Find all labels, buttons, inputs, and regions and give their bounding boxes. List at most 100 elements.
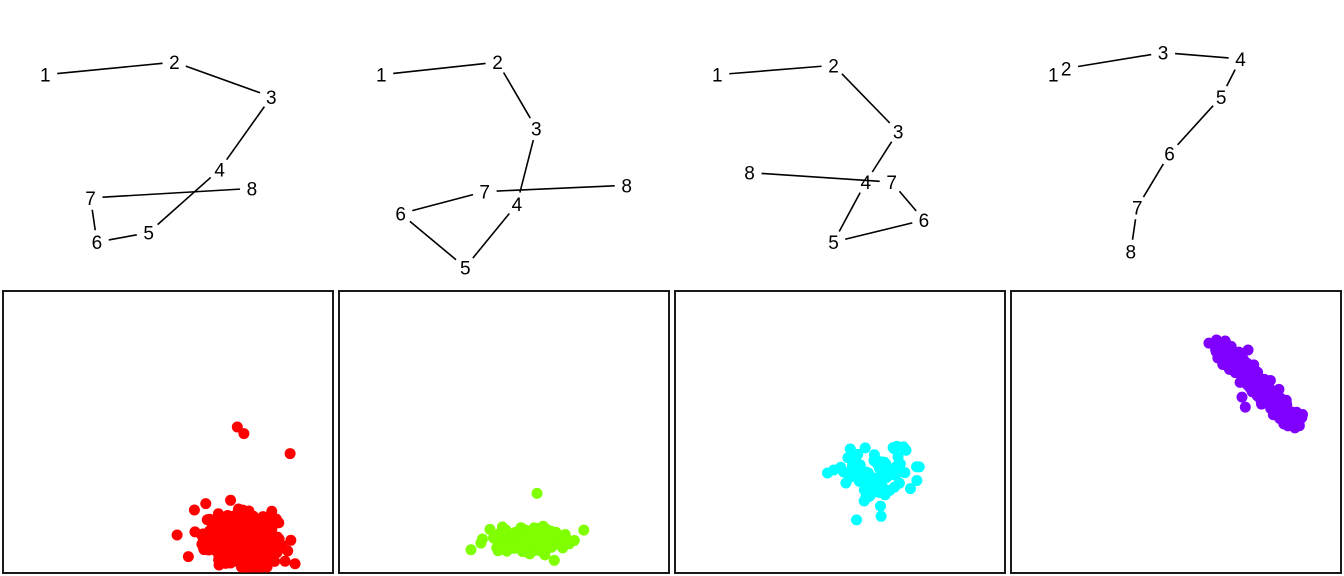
scatter-point <box>874 500 886 512</box>
scatter-point <box>868 449 880 461</box>
point-label-7: 7 <box>886 173 897 194</box>
point-label-8: 8 <box>621 176 632 197</box>
scatter-point <box>238 554 250 566</box>
path-segment-3-4 <box>1174 52 1229 59</box>
panel-frame <box>1010 290 1342 574</box>
scatter-point <box>475 537 487 549</box>
scatter-point <box>496 529 508 541</box>
path-panel-3: 1 2 3 4 5 6 7 8 <box>712 56 929 254</box>
point-label-6: 6 <box>919 211 930 232</box>
path-segment-3-4 <box>519 139 535 193</box>
point-label-6: 6 <box>92 233 103 254</box>
path-segment-2-3 <box>502 72 531 119</box>
point-label-3: 3 <box>1158 44 1169 65</box>
scatter-point <box>1225 358 1237 370</box>
scatter-point <box>518 536 530 548</box>
scatter-point <box>578 524 590 536</box>
scatter-point <box>548 539 560 551</box>
scatter-point <box>216 545 228 557</box>
scatter-point <box>226 518 238 530</box>
scatter-point <box>860 490 872 502</box>
scatter-point <box>1248 375 1260 387</box>
scatter-point <box>225 557 237 569</box>
scatter-point <box>244 536 256 548</box>
point-label-3: 3 <box>531 119 542 140</box>
panel-frame <box>338 290 670 574</box>
scatter-point <box>188 504 200 516</box>
point-label-7: 7 <box>85 189 96 210</box>
scatter-point <box>1236 391 1248 403</box>
point-label-7: 7 <box>1132 198 1143 219</box>
scatter-point <box>1242 344 1254 356</box>
scatter-point <box>269 555 281 567</box>
point-label-2: 2 <box>169 53 180 74</box>
scatter-point <box>213 554 225 566</box>
point-label-7: 7 <box>479 183 490 204</box>
point-label-8: 8 <box>1126 243 1137 264</box>
path-segment-7-8 <box>102 188 241 198</box>
scatter-point <box>859 442 871 454</box>
panel-frame <box>2 290 334 574</box>
point-label-5: 5 <box>460 258 471 279</box>
scatter-point <box>1282 414 1294 426</box>
scatter-point <box>1271 394 1283 406</box>
path-segment-4-5 <box>472 212 510 259</box>
scatter-point <box>508 541 520 553</box>
scatter-point <box>863 479 875 491</box>
path-segment-4-5 <box>838 192 861 232</box>
path-segment-1-2 <box>57 62 163 75</box>
point-label-6: 6 <box>395 205 406 226</box>
path-segment-7-8 <box>496 184 615 192</box>
scatter-point <box>234 532 246 544</box>
point-label-4: 4 <box>1235 50 1246 71</box>
scatter-point <box>225 494 237 506</box>
scatter-panel-3 <box>674 290 1006 574</box>
scatter-point <box>220 537 232 549</box>
scatter-point <box>1265 384 1277 396</box>
point-label-2: 2 <box>492 53 503 74</box>
point-label-4: 4 <box>214 160 225 181</box>
scatter-point <box>548 554 560 566</box>
scatter-point <box>892 451 904 463</box>
path-segment-2-3 <box>1077 53 1152 68</box>
path-panel-2: 1 2 3 4 5 6 7 8 <box>376 53 632 279</box>
scatter-point <box>196 529 208 541</box>
path-panel-1: 1 2 3 4 5 6 7 8 <box>40 53 277 254</box>
point-label-4: 4 <box>512 195 523 216</box>
scatter-point <box>1233 364 1245 376</box>
scatter-point <box>198 544 210 556</box>
path-segment-1-2 <box>393 62 486 75</box>
scatter-point <box>1271 404 1283 416</box>
scatter-point <box>239 515 251 527</box>
scatter-point <box>212 518 224 530</box>
path-segment-6-7 <box>412 193 474 212</box>
point-label-8: 8 <box>247 179 258 200</box>
path-segment-5-6 <box>845 222 913 241</box>
path-segment-5-6 <box>1177 105 1214 146</box>
scatter-point <box>1237 353 1249 365</box>
point-label-2: 2 <box>828 56 839 77</box>
scatter-panel-1 <box>2 290 334 574</box>
path-segment-7-8 <box>1131 219 1137 240</box>
path-segment-5-6 <box>108 234 137 241</box>
path-segment-4-5 <box>157 176 212 226</box>
scatter-point <box>540 539 552 551</box>
path-segment-6-7 <box>91 209 97 231</box>
point-label-5: 5 <box>143 224 154 245</box>
scatter-point <box>876 480 888 492</box>
scatter-point <box>271 546 283 558</box>
point-label-3: 3 <box>893 123 904 144</box>
scatter-point <box>904 483 916 495</box>
point-label-4: 4 <box>861 173 872 194</box>
point-label-5: 5 <box>828 233 839 254</box>
scatter-point <box>529 535 541 547</box>
path-segment-3-4 <box>225 106 266 161</box>
scatter-point <box>256 561 268 573</box>
scatter-point <box>1291 406 1303 418</box>
scatter-point <box>874 457 886 469</box>
scatter-point <box>851 467 863 479</box>
path-segment-4-5 <box>1225 69 1236 87</box>
scatter-point <box>838 466 850 478</box>
